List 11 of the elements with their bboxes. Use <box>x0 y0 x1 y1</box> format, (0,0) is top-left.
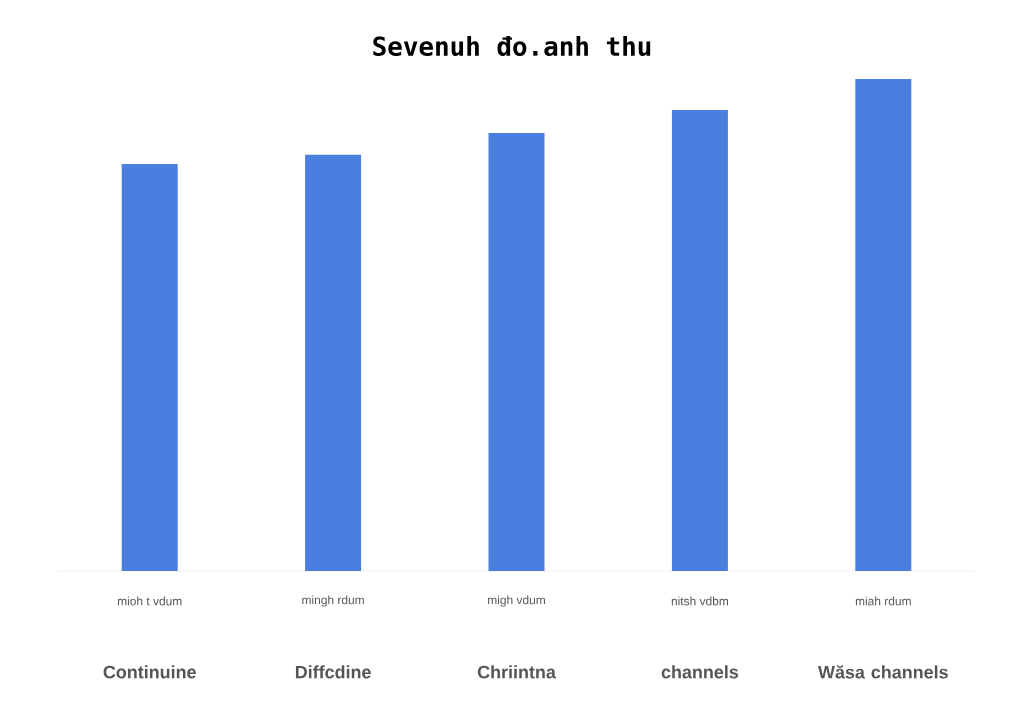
x-tick-label: Wăsa channels <box>818 665 948 679</box>
text: nitsh vdbm <box>671 596 729 606</box>
x-tick-label: channels <box>661 665 739 679</box>
text: migh vdum <box>488 595 545 607</box>
text: miah rdum <box>855 596 911 606</box>
x-tick-label: Diffcdine <box>295 665 371 679</box>
chart-title: Sevenuh đo.anh thu <box>373 35 651 56</box>
text: mingh rdum <box>302 595 364 607</box>
x-tick-label: Continuine <box>103 665 196 679</box>
x-tick-label: Chriintna <box>477 665 556 679</box>
text: mioh t vdum <box>117 596 182 606</box>
